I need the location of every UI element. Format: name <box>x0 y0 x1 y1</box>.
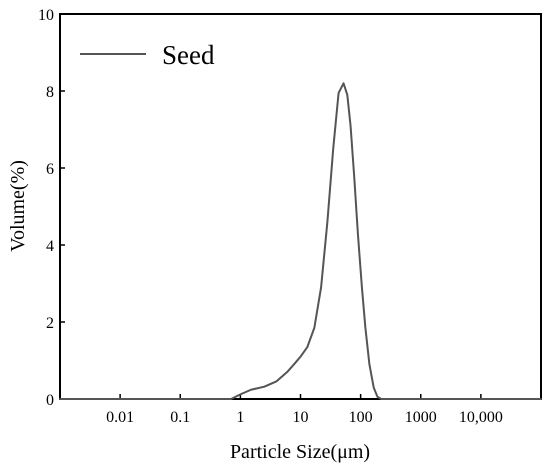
y-tick-label: 0 <box>46 392 54 409</box>
x-tick-label: 10 <box>293 409 309 426</box>
x-axis-title: Particle Size(μm) <box>230 441 370 463</box>
y-tick-label: 10 <box>38 7 54 24</box>
x-tick-label: 0.1 <box>170 409 190 426</box>
x-tick-label: 100 <box>349 409 373 426</box>
x-tick-label: 1 <box>236 409 244 426</box>
y-tick-label: 4 <box>46 238 54 255</box>
x-tick-label: 10,000 <box>459 409 503 426</box>
series-line-seed <box>59 82 542 400</box>
x-axis-ticks: 0.01 0.1 1 10 100 1000 10,000 <box>106 394 503 426</box>
y-tick-label: 2 <box>46 315 54 332</box>
legend: Seed <box>80 40 215 70</box>
legend-label-seed: Seed <box>162 40 215 70</box>
series-layer <box>59 82 542 400</box>
x-tick-label: 1000 <box>405 409 437 426</box>
y-axis-title: Volume(%) <box>7 160 29 252</box>
y-tick-label: 6 <box>46 161 54 178</box>
x-tick-label: 0.01 <box>106 409 134 426</box>
y-tick-label: 8 <box>46 84 54 101</box>
plot-frame <box>59 13 542 400</box>
